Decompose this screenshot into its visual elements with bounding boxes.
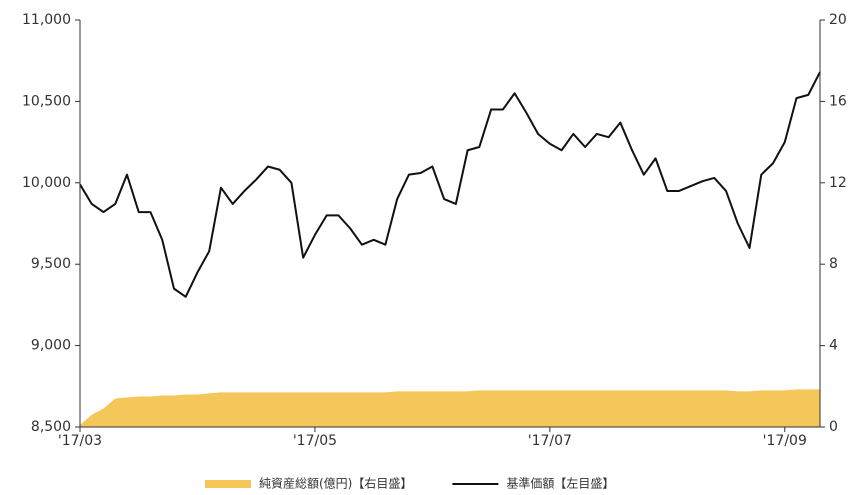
y-tick-label: 8,500 <box>31 419 71 435</box>
y2-tick-label: 12 <box>829 175 847 191</box>
y-tick-label: 9,000 <box>31 338 71 354</box>
legend-swatch <box>205 480 251 488</box>
y2-tick-label: 8 <box>829 256 838 272</box>
y-tick-label: 10,500 <box>22 93 71 109</box>
legend: 純資産総額(億円)【右目盛】 基準価額【左目盛】 <box>205 476 614 491</box>
legend-label: 純資産総額(億円)【右目盛】 <box>259 476 412 491</box>
y2-tick-label: 20 <box>829 12 847 28</box>
y2-tick-label: 0 <box>829 419 838 435</box>
y2-tick-label: 16 <box>829 93 847 109</box>
y2-tick-label: 4 <box>829 338 838 354</box>
x-tick-label: '17/05 <box>293 433 337 449</box>
line <box>79 71 821 298</box>
y-tick-label: 11,000 <box>22 12 71 28</box>
y-tick-label: 10,000 <box>22 175 71 191</box>
legend-label: 基準価額【左目盛】 <box>506 476 614 491</box>
x-tick-label: '17/09 <box>763 433 807 449</box>
area <box>80 389 820 427</box>
x-tick-label: '17/03 <box>58 433 102 449</box>
y-tick-label: 9,500 <box>31 256 71 272</box>
x-tick-label: '17/07 <box>528 433 572 449</box>
